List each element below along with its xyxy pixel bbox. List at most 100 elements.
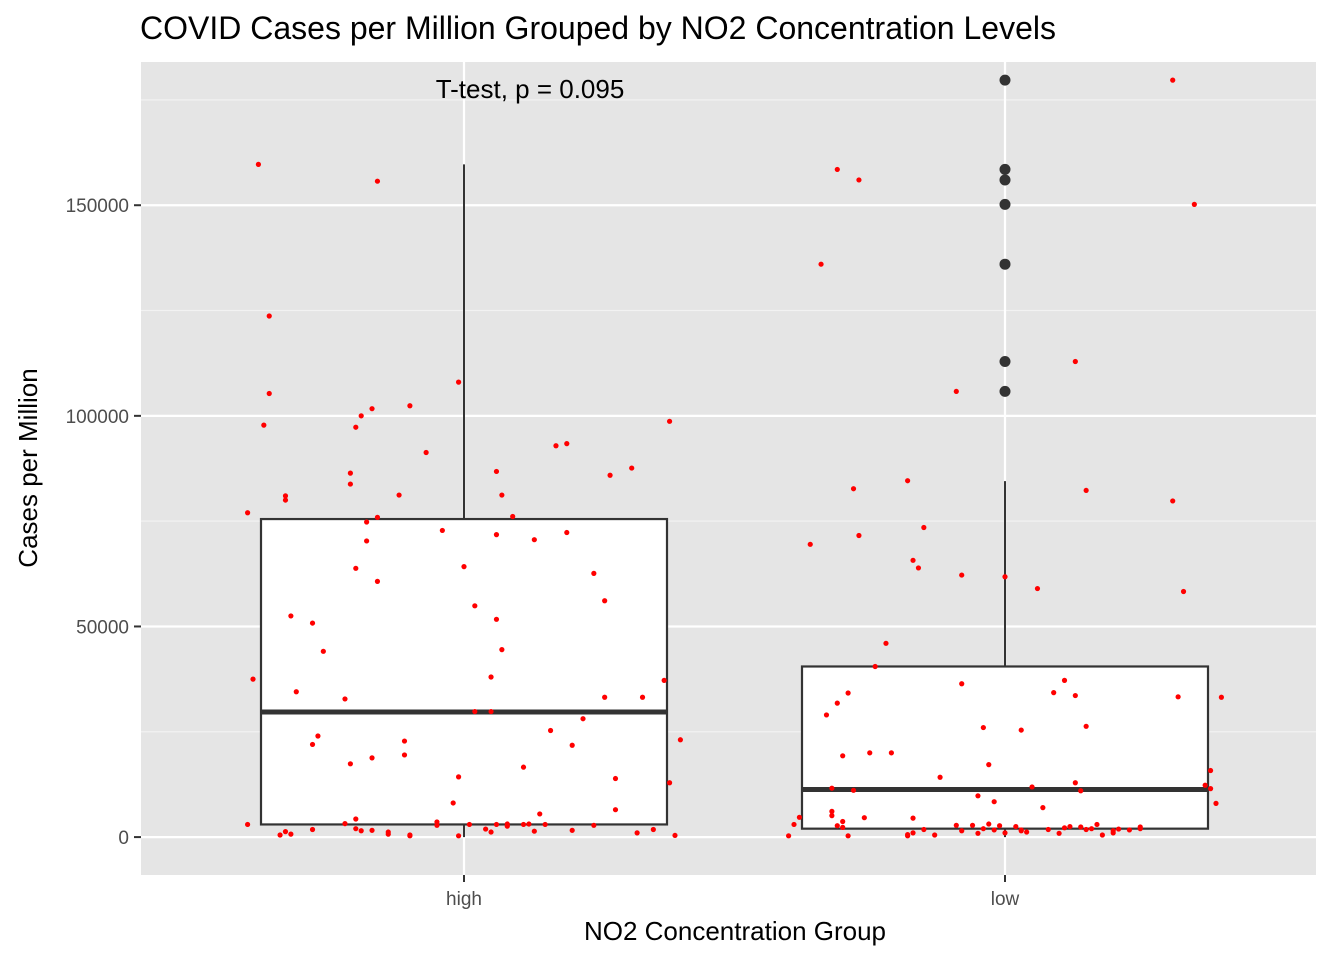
jitter-point: [872, 663, 878, 670]
jitter-point: [602, 694, 608, 700]
jitter-point: [1213, 800, 1219, 806]
jitter-point: [547, 727, 554, 734]
jitter-point: [1013, 823, 1019, 830]
jitter-point: [580, 716, 586, 722]
jitter-point: [629, 465, 635, 471]
jitter-point: [786, 833, 792, 839]
jitter-point: [991, 827, 997, 833]
jitter-point: [1180, 588, 1187, 595]
jitter-point: [634, 830, 640, 836]
jitter-point: [867, 750, 873, 756]
jitter-point: [488, 708, 494, 715]
jitter-point: [1126, 827, 1133, 833]
jitter-point: [980, 826, 986, 832]
jitter-point: [347, 761, 353, 767]
outlier-point: [999, 198, 1011, 210]
jitter-point: [526, 821, 532, 827]
jitter-point: [1067, 823, 1073, 830]
jitter-point: [677, 737, 684, 743]
jitter-point: [1191, 201, 1197, 207]
jitter-point: [499, 647, 505, 653]
jitter-point: [1061, 677, 1068, 683]
jitter-point: [309, 741, 316, 748]
jitter-point: [488, 674, 494, 680]
jitter-point: [834, 700, 840, 706]
jitter-point: [1018, 727, 1024, 733]
jitter-point: [840, 753, 846, 759]
jitter-point: [1061, 825, 1068, 831]
jitter-point: [537, 811, 543, 817]
jitter-point: [1018, 827, 1024, 833]
jitter-point: [910, 815, 916, 821]
jitter-point: [607, 472, 613, 478]
jitter-point: [921, 826, 927, 833]
jitter-point: [823, 712, 830, 718]
jitter-point: [612, 807, 619, 813]
jitter-point: [1170, 77, 1176, 83]
x-axis: high low: [446, 875, 1020, 910]
jitter-point: [353, 826, 359, 832]
jitter-point: [374, 578, 381, 584]
jitter-point: [488, 829, 494, 835]
jitter-point: [455, 379, 462, 385]
jitter-point: [666, 418, 673, 424]
jitter-point: [353, 565, 359, 571]
jitter-point: [953, 388, 959, 395]
jitter-point: [564, 441, 570, 447]
jitter-point: [845, 690, 851, 696]
jitter-point: [245, 821, 251, 828]
jitter-point: [905, 478, 911, 484]
jitter-point: [315, 733, 321, 739]
jitter-point: [1110, 828, 1116, 834]
jitter-point: [915, 565, 922, 571]
jitter-point: [959, 681, 965, 687]
jitter-point: [245, 510, 251, 516]
jitter-point: [1078, 788, 1084, 794]
jitter-point: [969, 822, 976, 828]
jitter-point: [261, 422, 267, 428]
jitter-point: [569, 742, 575, 748]
jitter-point: [374, 514, 381, 520]
jitter-point: [910, 557, 916, 563]
outlier-point: [999, 385, 1011, 397]
x-tick-label: low: [991, 889, 1020, 910]
jitter-point: [472, 603, 478, 609]
jitter-point: [905, 833, 911, 839]
jitter-point: [1116, 826, 1122, 832]
jitter-point: [266, 390, 272, 397]
jitter-point: [602, 598, 608, 604]
jitter-point: [282, 497, 289, 503]
jitter-point: [1207, 786, 1214, 792]
y-tick-label: 0: [118, 828, 129, 849]
jitter-point: [1045, 826, 1051, 833]
jitter-point: [959, 572, 965, 578]
jitter-point: [650, 826, 656, 833]
jitter-point: [483, 826, 489, 832]
jitter-point: [953, 822, 959, 828]
jitter-point: [510, 513, 516, 520]
jitter-point: [1094, 821, 1100, 828]
jitter-point: [1024, 829, 1030, 835]
jitter-points: [245, 77, 1224, 839]
jitter-point: [499, 492, 505, 498]
jitter-point: [612, 775, 619, 782]
jitter-point: [840, 818, 846, 825]
jitter-point: [455, 833, 462, 839]
jitter-point: [266, 313, 272, 319]
jitter-point: [255, 161, 262, 167]
jitter-point: [569, 827, 575, 833]
jitter-point: [1083, 826, 1089, 833]
jitter-point: [845, 833, 851, 839]
jitter-point: [364, 519, 370, 525]
jitter-point: [591, 822, 597, 828]
jitter-point: [975, 793, 981, 799]
jitter-point: [1056, 830, 1062, 836]
jitter-point: [1072, 358, 1078, 365]
jitter-point: [374, 178, 381, 184]
y-axis: 0 50000 100000 150000: [66, 196, 141, 849]
jitter-point: [850, 787, 857, 793]
jitter-point: [353, 816, 359, 822]
chart-title: COVID Cases per Million Grouped by NO2 C…: [140, 10, 1056, 46]
jitter-point: [883, 640, 889, 646]
